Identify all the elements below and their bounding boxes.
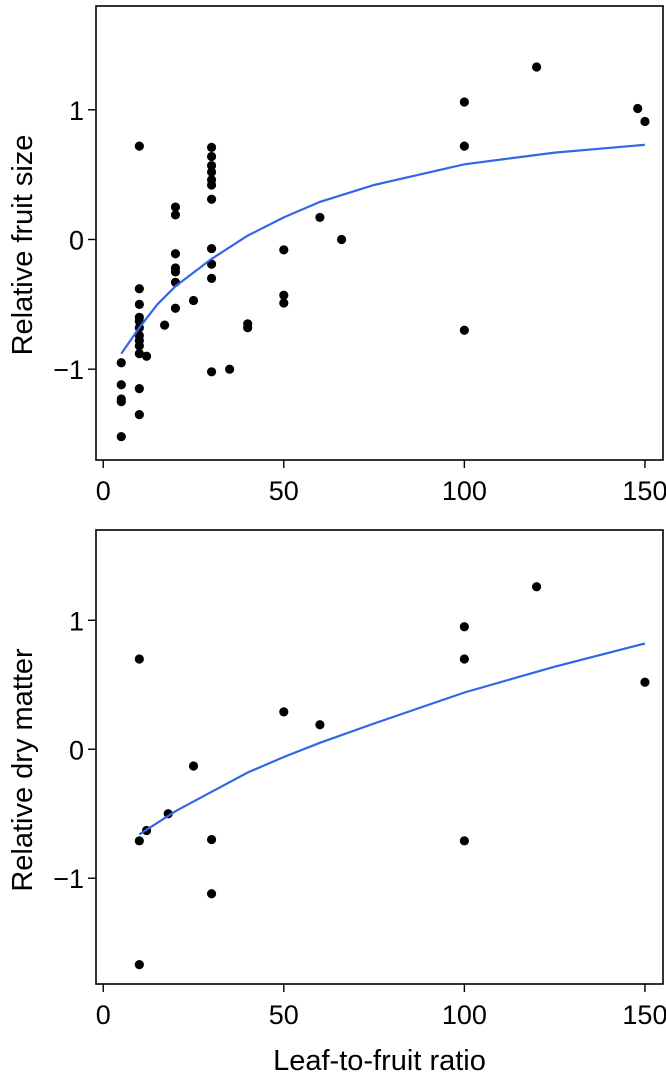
data-point xyxy=(206,142,217,152)
panel-fruit-size: 0 50 100 150 1 0 −1 Relative fruit size xyxy=(7,5,666,506)
data-point xyxy=(206,151,217,162)
x-tick-label: 100 xyxy=(442,1000,487,1030)
data-point xyxy=(206,367,217,377)
y-tick-label: 1 xyxy=(69,606,84,636)
y-tick-label: 1 xyxy=(69,96,84,126)
data-point xyxy=(134,836,144,846)
data-point xyxy=(531,582,542,592)
y-axis-title: Relative dry matter xyxy=(7,648,39,892)
data-point xyxy=(206,180,217,190)
data-point xyxy=(459,654,469,664)
data-point xyxy=(315,212,325,223)
data-point xyxy=(160,320,170,330)
data-point xyxy=(134,654,144,664)
data-point xyxy=(170,303,181,313)
data-point xyxy=(134,960,144,970)
data-point xyxy=(279,298,289,308)
data-point xyxy=(206,889,217,899)
data-point xyxy=(206,194,217,204)
data-point xyxy=(640,677,650,687)
data-point xyxy=(206,160,217,171)
data-point xyxy=(170,249,181,259)
y-tick-label: 0 xyxy=(69,735,84,765)
data-point xyxy=(459,97,469,107)
data-point xyxy=(206,273,217,283)
data-point xyxy=(134,410,144,420)
y-axis-title: Relative fruit size xyxy=(7,135,39,356)
fit-curve xyxy=(120,143,645,355)
x-tick-label: 50 xyxy=(269,1000,299,1030)
data-point xyxy=(279,290,289,300)
data-point xyxy=(134,299,144,309)
x-tick-label: 150 xyxy=(622,1000,666,1030)
data-point xyxy=(206,243,217,254)
x-tick-label: 100 xyxy=(442,476,487,506)
x-tick-label: 50 xyxy=(269,476,299,506)
data-point xyxy=(134,384,144,394)
y-tick-label: −1 xyxy=(53,864,84,894)
fit-curve xyxy=(138,642,646,836)
data-point xyxy=(188,295,199,306)
data-point xyxy=(134,349,144,359)
panel-dry-matter: 0 50 100 150 1 0 −1 Relative dry matter Leaf-to-… xyxy=(7,529,666,1077)
data-point xyxy=(459,141,469,151)
data-point xyxy=(225,364,235,374)
data-point xyxy=(633,103,643,114)
data-point xyxy=(134,284,144,294)
data-point xyxy=(243,323,253,333)
data-point xyxy=(116,397,126,407)
data-point xyxy=(116,380,126,390)
data-point xyxy=(459,622,469,632)
x-tick-label: 0 xyxy=(96,1000,111,1030)
y-tick-label: 0 xyxy=(69,225,84,255)
data-point xyxy=(116,432,126,442)
plot-frame xyxy=(95,529,664,985)
data-point xyxy=(459,325,469,335)
data-point xyxy=(170,267,181,277)
data-point xyxy=(336,234,347,245)
data-point xyxy=(141,351,152,361)
data-point xyxy=(134,341,144,351)
x-tick-label: 150 xyxy=(622,476,666,506)
data-point xyxy=(640,116,650,127)
data-point xyxy=(206,834,217,845)
data-point xyxy=(170,210,181,220)
data-point xyxy=(116,358,126,368)
data-point xyxy=(206,167,217,177)
x-axis-title: Leaf-to-fruit ratio xyxy=(273,1045,486,1077)
data-point xyxy=(134,141,144,151)
data-point xyxy=(279,245,289,255)
data-point xyxy=(279,707,289,717)
x-tick-label: 0 xyxy=(96,476,111,506)
data-point xyxy=(531,62,542,72)
data-point xyxy=(315,720,325,730)
y-tick-label: −1 xyxy=(53,355,84,385)
plot-frame xyxy=(95,5,664,461)
data-point xyxy=(188,761,199,771)
data-point xyxy=(459,836,469,846)
data-point xyxy=(170,202,181,212)
